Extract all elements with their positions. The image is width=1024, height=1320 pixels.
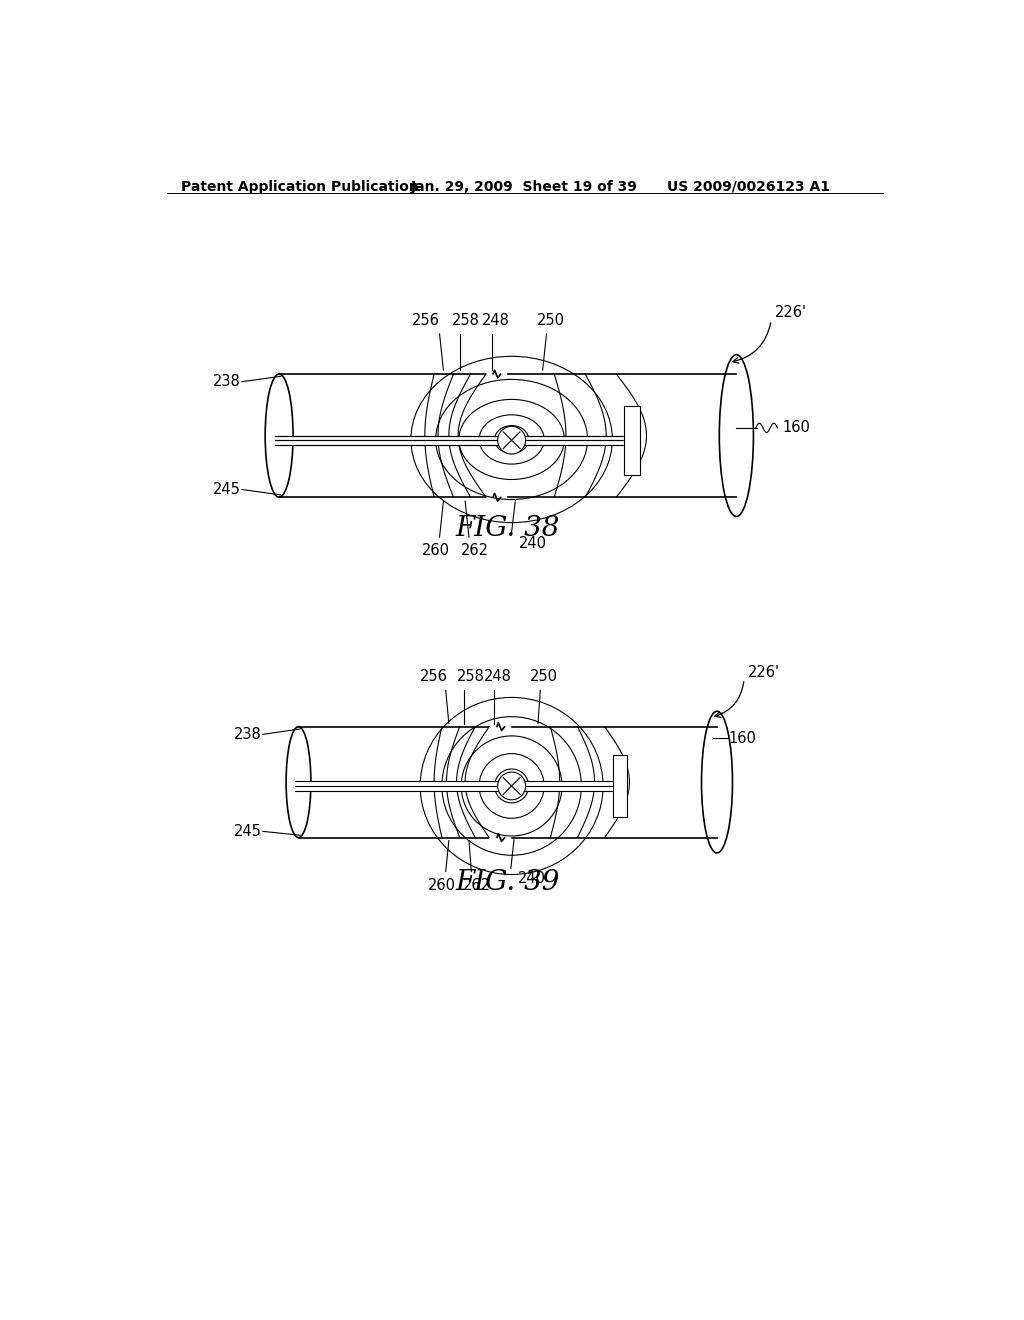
Ellipse shape [498, 772, 525, 800]
Text: 245: 245 [213, 482, 241, 498]
Polygon shape [613, 755, 627, 817]
Text: 160: 160 [729, 731, 757, 746]
Ellipse shape [498, 426, 525, 454]
Text: 250: 250 [537, 313, 564, 327]
Polygon shape [624, 405, 640, 475]
Text: FIG. 38: FIG. 38 [456, 515, 560, 541]
Text: 226': 226' [748, 665, 780, 680]
Text: 250: 250 [530, 669, 558, 684]
Text: 260: 260 [422, 544, 450, 558]
Text: 258: 258 [452, 313, 480, 327]
Text: 256: 256 [412, 313, 439, 327]
Text: 258: 258 [457, 669, 484, 684]
Text: 260: 260 [428, 878, 456, 892]
Text: 245: 245 [233, 824, 261, 840]
Text: 240: 240 [519, 536, 548, 550]
Text: 256: 256 [420, 669, 447, 684]
Text: 240: 240 [518, 871, 546, 887]
Text: 262: 262 [461, 544, 488, 558]
Text: US 2009/0026123 A1: US 2009/0026123 A1 [667, 180, 829, 194]
Text: Jan. 29, 2009  Sheet 19 of 39: Jan. 29, 2009 Sheet 19 of 39 [411, 180, 638, 194]
Text: 248: 248 [483, 669, 512, 684]
Text: 226': 226' [775, 305, 807, 319]
Text: 160: 160 [783, 420, 811, 436]
Text: FIG. 39: FIG. 39 [456, 869, 560, 896]
Text: Patent Application Publication: Patent Application Publication [180, 180, 419, 194]
Bar [275, 436, 632, 445]
Text: 248: 248 [482, 313, 510, 327]
Text: 238: 238 [213, 374, 241, 389]
Bar [295, 781, 621, 791]
Text: 262: 262 [463, 878, 490, 892]
Text: 238: 238 [233, 727, 261, 742]
